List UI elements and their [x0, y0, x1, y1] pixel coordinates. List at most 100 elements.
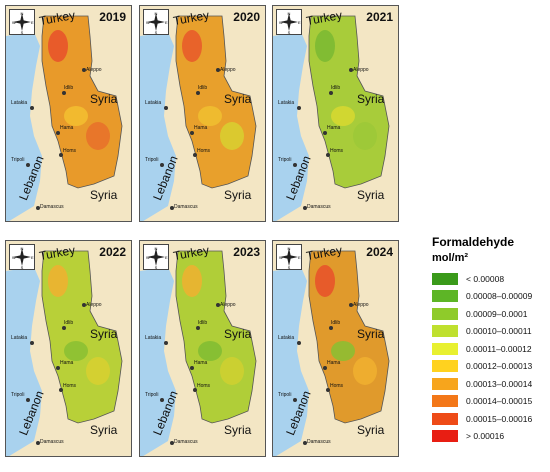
svg-text:S: S — [155, 265, 158, 269]
sea-area — [6, 32, 42, 221]
city-marker — [349, 68, 353, 72]
city-label-idlib: Idlib — [198, 85, 208, 91]
concentration-patch — [198, 106, 222, 126]
legend-swatch — [432, 430, 458, 443]
svg-text:S: S — [21, 265, 24, 269]
city-label-hama: Hama — [327, 125, 341, 131]
map-graphic — [273, 15, 390, 221]
city-label-damascus: Damascus — [40, 204, 64, 210]
city-label-idlib: Idlib — [64, 320, 74, 326]
legend-item: 0.00010–0.00011 — [432, 323, 548, 341]
city-label-tripoli: Tripoli — [278, 157, 292, 163]
city-label-homs: Homs — [197, 148, 211, 154]
city-label-latakia: Latakia — [145, 335, 162, 341]
concentration-patch — [315, 30, 335, 62]
city-label-aleppo: Aleppo — [220, 302, 236, 308]
svg-text:N: N — [21, 246, 24, 251]
city-marker — [59, 153, 63, 157]
concentration-patch — [220, 357, 244, 385]
city-label-damascus: Damascus — [307, 204, 331, 210]
city-marker — [56, 366, 60, 370]
concentration-patch — [64, 106, 88, 126]
svg-text:S: S — [288, 265, 291, 269]
legend-item: 0.00008–0.00009 — [432, 288, 548, 306]
north-arrow-icon: N S W E — [143, 244, 169, 270]
svg-text:W: W — [12, 20, 16, 25]
concentration-patch — [331, 341, 355, 361]
concentration-patch — [331, 106, 355, 126]
city-marker — [82, 303, 86, 307]
concentration-patch — [315, 265, 335, 297]
city-marker — [36, 441, 40, 445]
map-panel-2020: 2020 N S W E Turkey Syria Syria Lebanon Aleppo Idl… — [139, 5, 266, 222]
country-label-syria: Syria — [90, 327, 118, 341]
city-marker — [196, 91, 200, 95]
country-label-syria: Syria — [90, 423, 118, 437]
map-panel-2019: 2019 N S W E Turkey Syria Syria Lebanon Aleppo Idl… — [5, 5, 132, 222]
year-label: 2022 — [99, 245, 126, 259]
svg-text:W: W — [12, 255, 16, 260]
city-label-homs: Homs — [197, 383, 211, 389]
city-label-tripoli: Tripoli — [145, 157, 159, 163]
svg-text:W: W — [146, 20, 150, 25]
legend-item: < 0.00008 — [432, 270, 548, 288]
north-arrow-icon: N S W E — [276, 9, 302, 35]
legend-item: 0.00014–0.00015 — [432, 393, 548, 411]
city-marker — [26, 398, 30, 402]
city-marker — [216, 303, 220, 307]
city-label-aleppo: Aleppo — [220, 67, 236, 73]
svg-text:N: N — [155, 11, 158, 16]
country-label-syria: Syria — [357, 327, 385, 341]
city-marker — [59, 388, 63, 392]
city-label-damascus: Damascus — [307, 439, 331, 445]
city-marker — [297, 341, 301, 345]
city-marker — [326, 153, 330, 157]
city-label-tripoli: Tripoli — [11, 392, 25, 398]
sea-area — [273, 267, 309, 456]
city-label-latakia: Latakia — [11, 100, 28, 106]
concentration-patch — [86, 122, 110, 150]
year-label: 2023 — [233, 245, 260, 259]
city-marker — [303, 441, 307, 445]
svg-text:N: N — [288, 246, 291, 251]
city-label-hama: Hama — [194, 125, 208, 131]
north-arrow-icon: N S W E — [276, 244, 302, 270]
city-label-latakia: Latakia — [278, 100, 295, 106]
city-marker — [160, 398, 164, 402]
legend-items: < 0.00008 0.00008–0.00009 0.00009–0.0001 0.… — [432, 270, 548, 445]
legend-swatch — [432, 290, 458, 303]
city-label-homs: Homs — [63, 148, 77, 154]
city-marker — [323, 366, 327, 370]
city-marker — [56, 131, 60, 135]
city-marker — [170, 441, 174, 445]
map-panel-2021: 2021 N S W E Turkey Syria Syria Lebanon Aleppo Idl… — [272, 5, 399, 222]
city-label-idlib: Idlib — [331, 320, 341, 326]
svg-text:E: E — [165, 20, 168, 25]
map-panel-2024: 2024 N S W E Turkey Syria Syria Lebanon Aleppo Idl… — [272, 240, 399, 457]
city-marker — [193, 153, 197, 157]
country-label-syria: Syria — [90, 188, 118, 202]
city-label-idlib: Idlib — [64, 85, 74, 91]
legend-label: 0.00008–0.00009 — [466, 291, 533, 302]
country-label-syria: Syria — [224, 92, 252, 106]
city-label-homs: Homs — [330, 383, 344, 389]
city-marker — [160, 163, 164, 167]
city-marker — [30, 341, 34, 345]
legend-label: 0.00015–0.00016 — [466, 413, 533, 424]
city-label-idlib: Idlib — [198, 320, 208, 326]
map-graphic — [6, 15, 123, 221]
legend-swatch — [432, 342, 458, 355]
city-label-latakia: Latakia — [11, 335, 28, 341]
legend-title: Formaldehyde — [432, 235, 515, 249]
concentration-patch — [353, 357, 377, 385]
city-marker — [190, 131, 194, 135]
legend-swatch — [432, 325, 458, 338]
legend-swatch — [432, 377, 458, 390]
city-label-aleppo: Aleppo — [353, 302, 369, 308]
country-label-syria: Syria — [357, 188, 385, 202]
concentration-patch — [220, 122, 244, 150]
legend-item: 0.00011–0.00012 — [432, 340, 548, 358]
city-marker — [30, 106, 34, 110]
sea-area — [140, 32, 176, 221]
city-label-tripoli: Tripoli — [278, 392, 292, 398]
